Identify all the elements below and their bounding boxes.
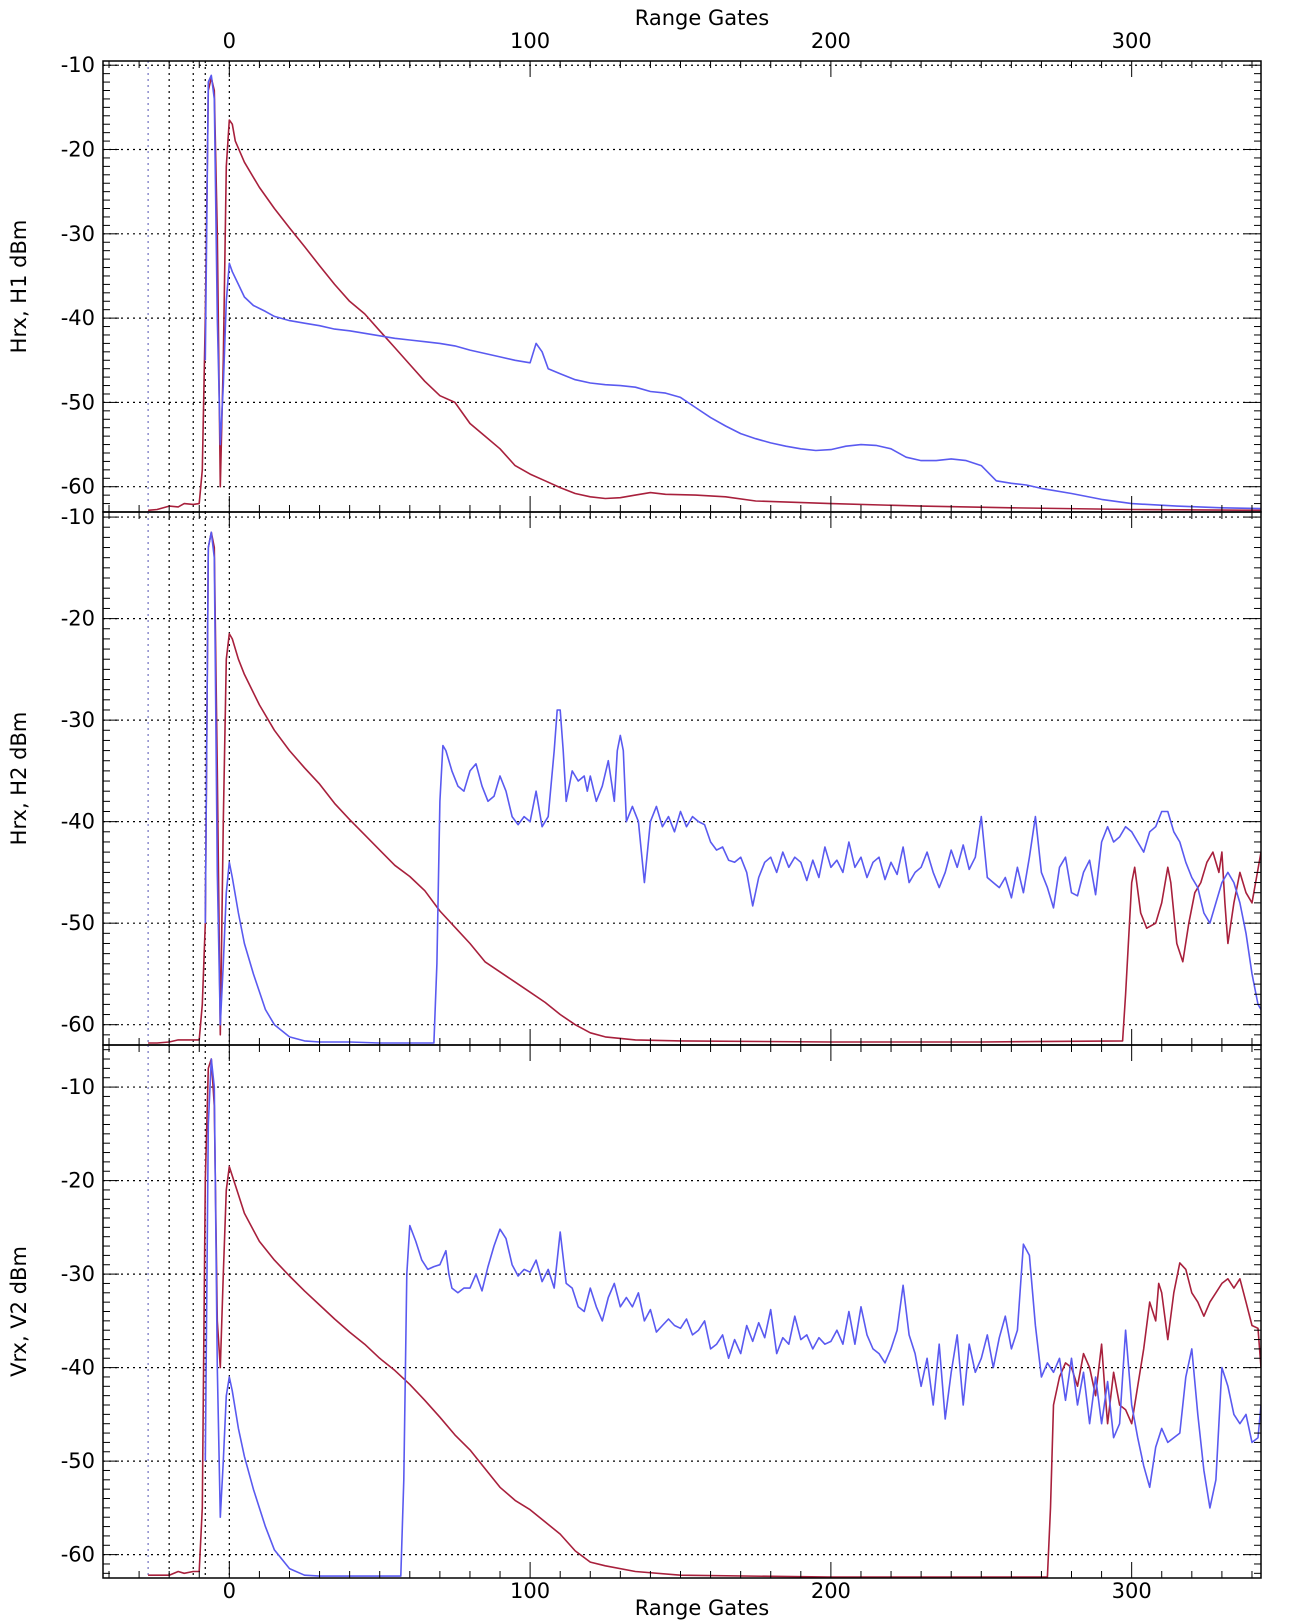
x-tick-label-top: 0 <box>223 29 236 53</box>
panel-3: -10 -20 -30 -40 -50 -60 Vrx, V2 dBm <box>7 1044 1262 1579</box>
bottom-axis-title: Range Gates <box>635 1596 769 1620</box>
panels-group: -10 -20 -30 -40 -50 -60 Hrx, H1 dBm -10 -20 -30 -4… <box>7 29 1262 1603</box>
y-tick-label: -50 <box>61 1449 95 1473</box>
y-tick-label: -30 <box>61 708 95 732</box>
y-tick-label: -50 <box>61 911 95 935</box>
x-tick-label-bottom: 100 <box>510 1579 550 1603</box>
y-tick-label: -20 <box>61 138 95 162</box>
y-tick-label: -60 <box>61 475 95 499</box>
panel-frame <box>102 511 1262 1046</box>
series-line-blue <box>204 74 1261 510</box>
panel-frame <box>102 1044 1262 1579</box>
y-tick-label: -50 <box>61 390 95 414</box>
y-tick-label: -40 <box>61 306 95 330</box>
x-tick-label-top: 200 <box>811 29 851 53</box>
y-tick-label: -30 <box>61 1262 95 1286</box>
y-axis-title: Vrx, V2 dBm <box>7 1246 31 1377</box>
y-tick-label: -20 <box>61 607 95 631</box>
x-tick-label-bottom: 300 <box>1112 1579 1152 1603</box>
panel-1: -10 -20 -30 -40 -50 -60 Hrx, H1 dBm <box>7 53 1262 513</box>
x-tick-label-top: 100 <box>510 29 550 53</box>
y-tick-label: -60 <box>61 1543 95 1567</box>
x-tick-label-bottom: 200 <box>811 1579 851 1603</box>
panel-frame <box>102 60 1262 513</box>
series-line-red <box>148 531 1261 1044</box>
y-axis-title: Hrx, H1 dBm <box>7 220 31 354</box>
series-line-red <box>148 1058 1261 1578</box>
y-tick-label: -10 <box>61 505 95 529</box>
panel-2: -10 -20 -30 -40 -50 -60 Hrx, H2 dBm <box>7 505 1262 1046</box>
y-tick-label: -10 <box>61 1075 95 1099</box>
x-tick-label-top: 300 <box>1112 29 1152 53</box>
x-tick-label-bottom: 0 <box>223 1579 236 1603</box>
series-group <box>148 74 1261 512</box>
series-line-red <box>148 77 1261 512</box>
series-line-blue <box>204 531 1261 1044</box>
top-axis-title: Range Gates <box>635 6 769 30</box>
y-tick-label: -40 <box>61 1356 95 1380</box>
series-line-blue <box>204 1058 1261 1577</box>
y-axis-title: Hrx, H2 dBm <box>7 712 31 846</box>
y-tick-label: -60 <box>61 1013 95 1037</box>
y-tick-label: -40 <box>61 810 95 834</box>
series-group <box>148 1058 1261 1578</box>
y-tick-label: -30 <box>61 222 95 246</box>
series-group <box>148 531 1261 1044</box>
y-tick-label: -10 <box>61 53 95 77</box>
y-tick-label: -20 <box>61 1169 95 1193</box>
